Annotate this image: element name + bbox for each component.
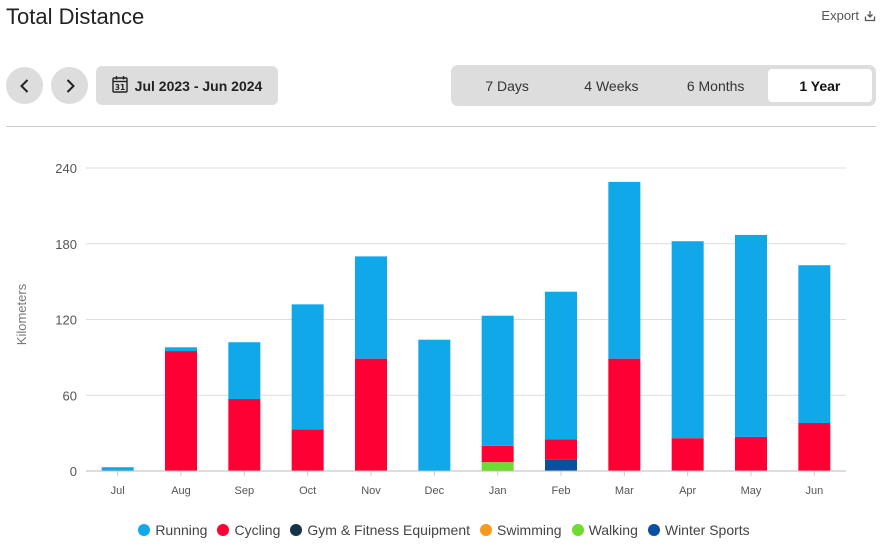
y-axis-label: Kilometers [14,283,29,345]
period-7-days[interactable]: 7 Days [485,77,529,94]
bar-cycling-feb [545,439,577,460]
period-6-months[interactable]: 6 Months [686,77,745,94]
legend-swatch [217,524,230,536]
bar-cycling-jan [481,445,514,463]
bar-running-jul [101,467,134,471]
y-tick-label: 0 [70,464,77,479]
period-selector: 7 Days 4 Weeks 6 Months 1 Year [451,65,876,106]
period-4-weeks[interactable]: 4 Weeks [584,77,639,94]
bar-cycling-mar [608,358,641,471]
legend-label: Cycling [234,522,281,538]
x-tick-label: Jun [805,485,823,497]
date-range-label: Jul 2023 - Jun 2024 [134,77,263,94]
calendar-icon: 31 [111,75,128,96]
legend-item[interactable]: Cycling [217,522,280,538]
bar-running-dec [418,339,451,471]
legend-label: Walking [588,522,638,538]
legend-label: Winter Sports [664,522,750,538]
bar-winter-sports-feb [545,459,577,471]
chevron-right-icon [63,78,77,94]
legend-label: Running [155,522,208,538]
export-button[interactable]: Export [821,8,876,23]
bar-running-aug [165,347,197,352]
previous-period-button[interactable] [6,67,43,104]
legend-swatch [290,524,303,536]
x-tick-label: Oct [299,485,316,497]
bar-running-feb [545,291,577,440]
legend-item[interactable]: Walking [571,522,638,538]
next-period-button[interactable] [51,67,88,104]
x-tick-label: Mar [615,485,634,497]
bar-running-nov [355,256,387,359]
bar-cycling-jun [798,423,831,471]
legend-label: Swimming [497,522,562,538]
legend-swatch [480,524,492,536]
x-tick-label: Jan [489,485,507,497]
y-tick-label: 120 [55,313,77,328]
legend-item[interactable]: Running [138,522,207,538]
page-title: Total Distance [6,4,145,29]
y-tick-label: 240 [55,161,77,176]
x-tick-label: Sep [235,485,255,497]
x-tick-label: May [741,485,762,497]
calendar-day: 31 [114,83,124,92]
bar-cycling-oct [291,429,324,471]
legend-item[interactable]: Winter Sports [647,522,750,538]
legend-item[interactable]: Gym & Fitness Equipment [290,522,470,538]
legend-swatch [647,524,660,536]
legend-label: Gym & Fitness Equipment [307,522,470,538]
y-tick-label: 60 [63,388,77,403]
y-tick-label: 180 [55,237,77,252]
bar-cycling-may [735,436,767,471]
date-range-button[interactable]: 31 Jul 2023 - Jun 2024 [96,66,278,105]
bar-cycling-aug [165,351,197,471]
x-tick-label: Dec [425,485,445,497]
bar-cycling-sep [228,399,261,471]
bar-cycling-nov [355,358,387,471]
legend-item[interactable]: Swimming [480,522,562,538]
x-tick-label: Nov [361,485,381,497]
bar-running-jun [798,265,831,424]
bar-cycling-apr [671,438,704,471]
chart-legend: Running Cycling Gym & Fitness Equipment Swi… [0,522,888,538]
bar-running-oct [291,304,324,430]
bar-running-sep [228,342,261,400]
bar-running-jan [481,315,514,446]
x-tick-label: Jul [111,485,125,497]
bar-walking-jan [481,462,514,471]
x-tick-label: Apr [679,485,696,497]
chevron-left-icon [18,78,32,94]
x-tick-label: Aug [171,485,191,497]
bar-running-mar [608,181,641,359]
export-icon [864,10,876,22]
period-1-year[interactable]: 1 Year [767,69,872,102]
legend-swatch [571,524,584,536]
header-divider [6,126,876,127]
bar-running-apr [671,241,704,439]
export-label: Export [821,8,859,23]
legend-swatch [138,524,151,536]
bar-running-may [735,234,767,437]
x-tick-label: Feb [552,485,571,497]
